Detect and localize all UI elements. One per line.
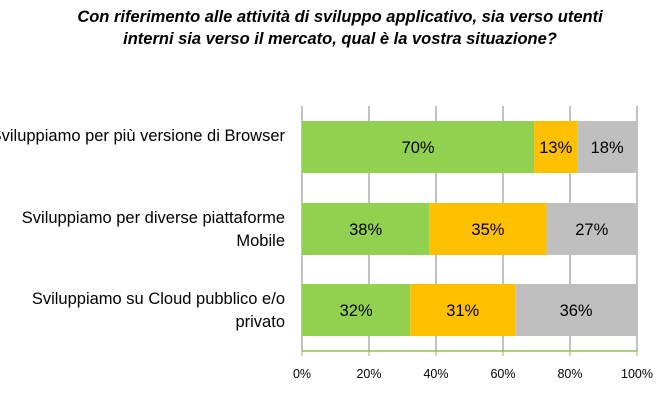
bar-segment	[429, 203, 547, 255]
data-label: 27%	[575, 221, 608, 239]
bar-segment	[546, 203, 637, 255]
category-label: Sviluppiamo per diverse piattaforme Mobi…	[21, 209, 285, 250]
x-tick-label: 100%	[621, 367, 653, 381]
data-label: 13%	[539, 139, 572, 157]
data-label: 70%	[402, 139, 435, 157]
data-label: 35%	[471, 221, 504, 239]
category-label: Sviluppiamo su Cloud pubblico e/o privat…	[31, 290, 285, 331]
data-label: 38%	[349, 221, 382, 239]
data-label: 18%	[591, 139, 624, 157]
x-tick-label: 40%	[423, 367, 448, 381]
bar-segment	[302, 284, 411, 336]
category-label: Sviluppiamo per più versione di Browser	[0, 127, 285, 145]
bar-segment	[577, 121, 637, 173]
bar-segment	[302, 121, 535, 173]
bar-segment	[515, 284, 637, 336]
data-label: 32%	[340, 302, 373, 320]
x-tick-label: 20%	[356, 367, 381, 381]
bar-segment	[410, 284, 516, 336]
bar-segment	[534, 121, 578, 173]
chart-title: Con riferimento alle attività di svilupp…	[77, 8, 603, 48]
x-tick-label: 0%	[293, 367, 311, 381]
data-label: 36%	[560, 302, 593, 320]
x-tick-label: 60%	[490, 367, 515, 381]
bar-segment	[302, 203, 430, 255]
x-tick-label: 80%	[557, 367, 582, 381]
data-label: 31%	[446, 302, 479, 320]
